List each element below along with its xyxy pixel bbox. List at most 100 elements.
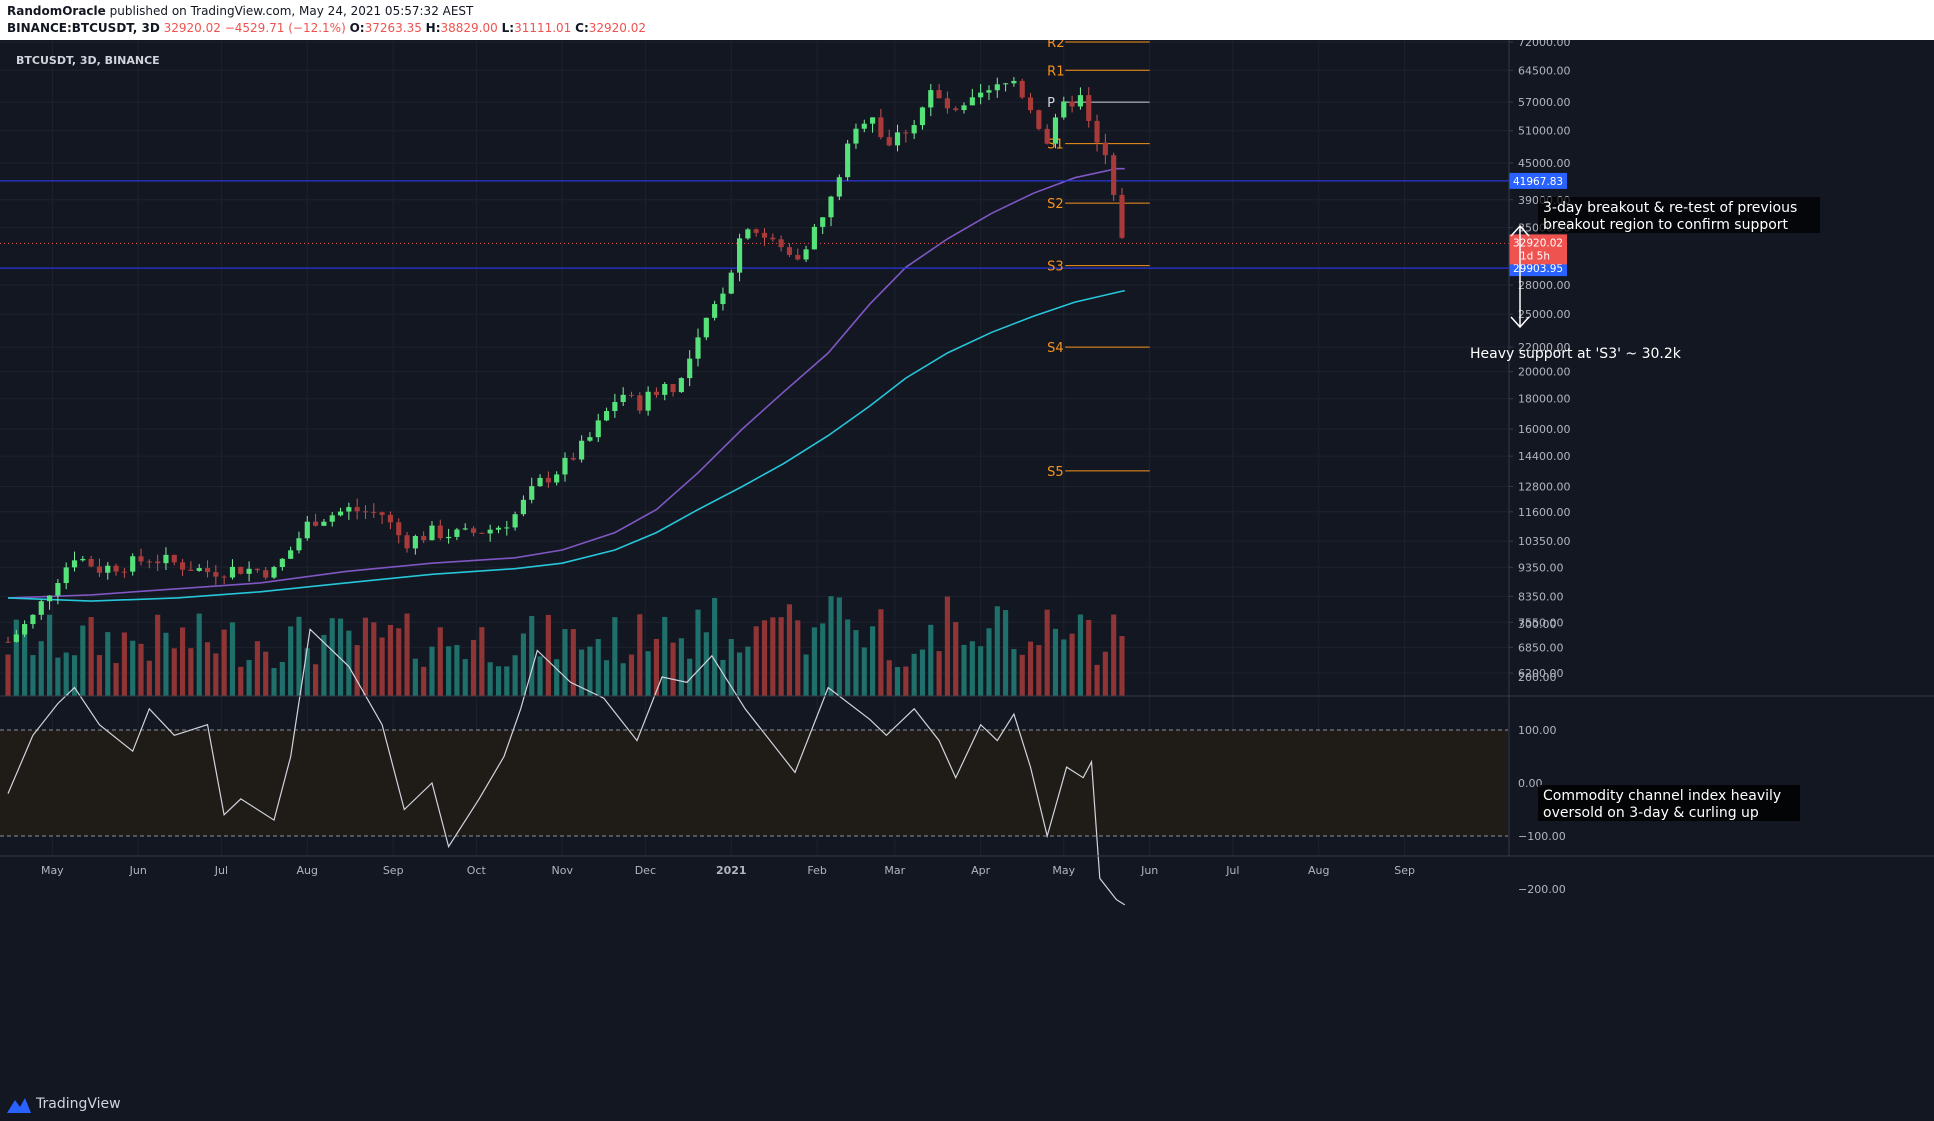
- candle-body: [612, 402, 618, 412]
- candle-body: [5, 641, 11, 643]
- time-tick-label: Nov: [551, 864, 573, 877]
- volume-bar: [263, 651, 269, 696]
- volume-bar: [371, 622, 377, 696]
- candle-body: [637, 395, 643, 411]
- candle-body: [346, 507, 352, 512]
- candle-body: [953, 108, 959, 111]
- candle-body: [936, 90, 942, 99]
- candle-body: [828, 196, 834, 218]
- time-tick-label: Jul: [1225, 864, 1239, 877]
- price-tick-label: 16000.00: [1518, 423, 1571, 436]
- open-value: 37263.35: [364, 21, 422, 35]
- volume-bar: [13, 619, 19, 696]
- volume-bar: [595, 639, 601, 696]
- price-tick-label: 57000.00: [1518, 96, 1571, 109]
- candle-body: [163, 554, 169, 564]
- brand-label[interactable]: TradingView: [36, 1096, 121, 1112]
- candle-body: [720, 293, 726, 305]
- volume-bar: [504, 666, 510, 696]
- price-tick-label: 10350.00: [1518, 535, 1571, 548]
- volume-bar: [562, 629, 568, 696]
- breakout-arrow-head-bottom: [1510, 316, 1530, 329]
- volume-bar: [180, 627, 186, 696]
- volume-bar: [579, 649, 585, 696]
- time-tick-label: Oct: [467, 864, 487, 877]
- candle-body: [121, 571, 127, 573]
- candle-body: [579, 440, 585, 460]
- price-tick-label: 28000.00: [1518, 279, 1571, 292]
- candle-body: [1044, 128, 1050, 144]
- volume-bar: [337, 618, 344, 696]
- time-tick-label: Feb: [807, 864, 826, 877]
- low-label: L:: [501, 21, 515, 35]
- volume-bar: [105, 632, 111, 696]
- volume-bar: [978, 646, 984, 696]
- volume-bar: [712, 597, 718, 696]
- candle-body: [138, 556, 144, 562]
- volume-bar: [479, 627, 485, 696]
- candle-body: [537, 477, 543, 487]
- candle-body: [845, 143, 851, 178]
- candle-body: [944, 98, 950, 109]
- volume-bar: [1036, 645, 1042, 696]
- annotations: BTCUSDT, 3D, BINANCE 3-day breakout & re…: [16, 54, 1820, 821]
- volume-bar: [836, 597, 842, 696]
- volume-bar: [695, 609, 701, 696]
- candle-body: [337, 511, 344, 516]
- price-tick-label: 7550.00: [1518, 616, 1564, 629]
- volume-bar: [753, 626, 759, 696]
- volume-bar: [421, 666, 427, 696]
- candle-body: [911, 125, 917, 134]
- price-change: −4529.71 (−12.1%): [224, 21, 346, 35]
- author-name[interactable]: RandomOracle: [7, 4, 106, 18]
- candle-body: [487, 529, 493, 534]
- cci-path: [7, 628, 1126, 906]
- volume-bar: [662, 616, 668, 696]
- candle-body: [786, 247, 793, 255]
- candle-body: [304, 521, 310, 539]
- candle-body: [961, 105, 967, 111]
- candle-body: [803, 249, 809, 260]
- candle-body: [554, 474, 560, 483]
- volume-bar: [1077, 614, 1083, 696]
- volume-bar: [213, 653, 219, 696]
- candle-body: [30, 614, 36, 625]
- candle-body: [836, 177, 842, 197]
- pivot-label-r2: R2: [1047, 40, 1064, 51]
- candle-body: [55, 583, 61, 596]
- price-tick-label: 20000.00: [1518, 366, 1571, 379]
- volume-bar: [1094, 664, 1100, 696]
- volume-bar: [71, 655, 78, 696]
- volume-bar: [387, 624, 393, 696]
- candles: [5, 77, 1125, 643]
- volume-bar: [620, 663, 626, 696]
- volume-bar: [587, 646, 593, 696]
- candle-body: [446, 536, 452, 539]
- price-tick-label: 25000.00: [1518, 308, 1571, 321]
- last-price-label: 32920.02: [1513, 237, 1563, 249]
- candle-body: [1036, 110, 1042, 129]
- candle-body: [279, 558, 285, 567]
- volume-bar: [88, 617, 94, 696]
- candle-body: [71, 560, 78, 568]
- volume-bar: [795, 620, 801, 696]
- grid-lines: [0, 40, 1508, 856]
- pivot-label-s3: S3: [1047, 260, 1064, 275]
- volume-bar: [870, 626, 876, 696]
- volume-bar: [1102, 651, 1108, 696]
- volume-bar: [628, 654, 635, 696]
- price-tick-label: 6850.00: [1518, 641, 1564, 654]
- price-tick-label: 72000.00: [1518, 40, 1571, 49]
- level-price-label: 29903.95: [1513, 263, 1563, 275]
- time-tick-label: Apr: [971, 864, 991, 877]
- candle-body: [978, 92, 984, 98]
- time-tick-label: Sep: [383, 864, 404, 877]
- pivot-label-s4: S4: [1047, 341, 1064, 356]
- candle-body: [88, 558, 94, 567]
- tradingview-logo-icon[interactable]: [6, 1096, 32, 1114]
- time-tick-label: Jun: [1140, 864, 1158, 877]
- candle-body: [529, 486, 535, 500]
- volume-bar: [146, 660, 152, 696]
- volume-bar: [80, 625, 86, 696]
